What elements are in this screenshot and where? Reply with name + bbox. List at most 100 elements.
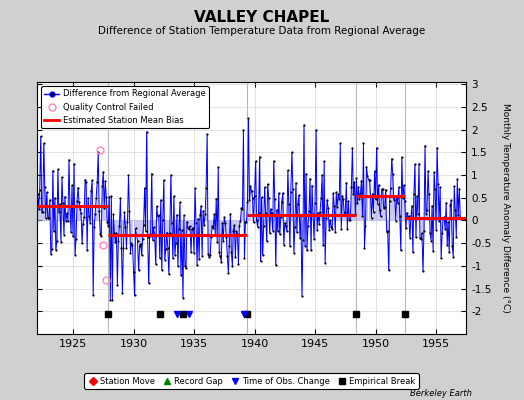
Point bbox=[317, 195, 325, 201]
Point bbox=[147, 170, 156, 177]
Point bbox=[222, 234, 231, 240]
Point bbox=[443, 242, 451, 248]
Point bbox=[221, 220, 230, 226]
Point bbox=[166, 230, 174, 236]
Point bbox=[368, 190, 377, 197]
Point bbox=[51, 195, 59, 201]
Point bbox=[146, 232, 154, 239]
Point bbox=[357, 178, 366, 184]
Point bbox=[219, 237, 227, 244]
Point bbox=[123, 219, 132, 225]
Point bbox=[318, 172, 326, 178]
Point bbox=[180, 212, 188, 219]
Point bbox=[60, 232, 68, 238]
Point bbox=[102, 194, 111, 200]
Point bbox=[282, 228, 291, 234]
Point bbox=[170, 193, 178, 200]
Point bbox=[64, 218, 72, 224]
Point bbox=[68, 182, 76, 189]
Point bbox=[416, 235, 424, 242]
Point bbox=[434, 181, 442, 188]
Point bbox=[338, 193, 346, 199]
Point bbox=[104, 223, 113, 229]
Point bbox=[87, 188, 95, 194]
Point bbox=[78, 240, 86, 246]
Point bbox=[133, 238, 141, 244]
Point bbox=[313, 226, 321, 233]
Point bbox=[109, 211, 117, 218]
Point bbox=[134, 267, 143, 274]
Point bbox=[347, 184, 356, 190]
Point bbox=[333, 204, 342, 210]
Point bbox=[405, 212, 413, 219]
Point bbox=[417, 236, 425, 242]
Point bbox=[173, 262, 182, 269]
Point bbox=[406, 234, 414, 241]
Point bbox=[258, 252, 267, 258]
Point bbox=[177, 272, 185, 278]
Point bbox=[63, 210, 71, 216]
Point bbox=[337, 225, 345, 232]
Point bbox=[396, 213, 404, 219]
Point bbox=[84, 195, 92, 201]
Point bbox=[52, 247, 60, 253]
Point bbox=[261, 210, 270, 216]
Point bbox=[80, 214, 88, 221]
Point bbox=[101, 178, 110, 184]
Point bbox=[249, 219, 258, 226]
Point bbox=[274, 228, 282, 234]
Point bbox=[140, 185, 149, 191]
Point bbox=[412, 234, 420, 240]
Point bbox=[370, 168, 379, 174]
Point bbox=[95, 207, 103, 214]
Point bbox=[377, 186, 386, 193]
Point bbox=[133, 232, 141, 238]
Point bbox=[296, 234, 304, 241]
Point bbox=[108, 297, 116, 304]
Point bbox=[306, 175, 314, 182]
Point bbox=[440, 214, 449, 220]
Point bbox=[344, 198, 353, 204]
Point bbox=[426, 230, 434, 236]
Point bbox=[381, 186, 390, 193]
Point bbox=[252, 158, 260, 165]
Point bbox=[137, 252, 146, 258]
Point bbox=[437, 255, 445, 261]
Point bbox=[152, 203, 161, 210]
Point bbox=[439, 215, 447, 221]
Point bbox=[386, 198, 394, 204]
Point bbox=[256, 258, 265, 264]
Point bbox=[255, 154, 264, 160]
Point bbox=[205, 254, 213, 260]
Point bbox=[294, 200, 302, 207]
Point bbox=[106, 297, 115, 303]
Point bbox=[209, 225, 217, 231]
Point bbox=[158, 267, 166, 273]
Point bbox=[267, 210, 276, 217]
Point bbox=[378, 186, 387, 192]
Point bbox=[223, 253, 232, 259]
Point bbox=[98, 182, 106, 189]
Point bbox=[232, 228, 241, 234]
Point bbox=[456, 213, 464, 220]
Point bbox=[193, 262, 201, 268]
Point bbox=[236, 218, 245, 224]
Point bbox=[399, 195, 407, 202]
Point bbox=[408, 202, 416, 209]
Point bbox=[425, 191, 433, 198]
Point bbox=[433, 145, 441, 151]
Point bbox=[413, 193, 421, 200]
Point bbox=[59, 200, 67, 206]
Point bbox=[73, 198, 81, 204]
Point bbox=[220, 214, 228, 220]
Point bbox=[454, 212, 463, 218]
Point bbox=[429, 248, 437, 254]
Point bbox=[38, 209, 46, 215]
Point bbox=[402, 210, 411, 216]
Point bbox=[174, 226, 183, 232]
Text: Berkeley Earth: Berkeley Earth bbox=[410, 389, 472, 398]
Point bbox=[442, 200, 450, 206]
Point bbox=[276, 231, 284, 238]
Point bbox=[444, 218, 452, 225]
Point bbox=[52, 238, 61, 244]
